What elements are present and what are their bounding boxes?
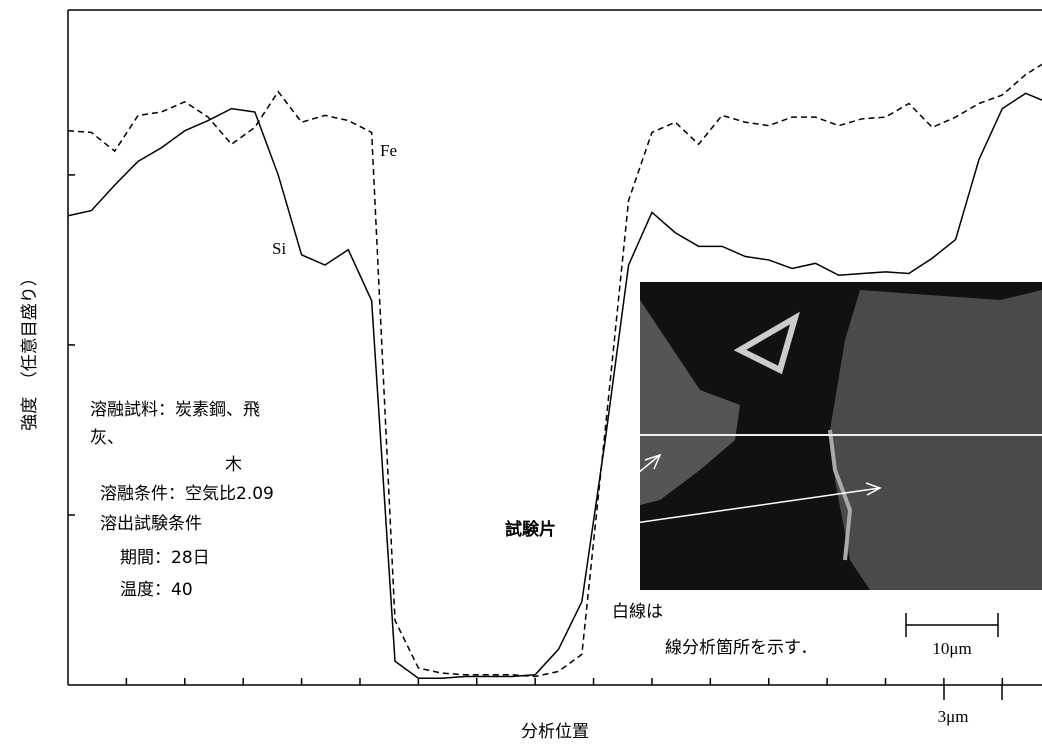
condition-text: 温度：40 — [120, 580, 193, 600]
series-label: Si — [272, 239, 286, 258]
condition-text: 溶融条件：空気比2.09 — [100, 484, 274, 504]
condition-text: 溶出試験条件 — [100, 514, 202, 534]
y-axis-label: 強度 （任意目盛り） — [20, 269, 40, 431]
condition-text: 期間：28日 — [120, 548, 210, 568]
series-label: Fe — [380, 141, 397, 160]
sem-image — [640, 282, 1042, 590]
note: 線分析箇所を示す． — [665, 638, 817, 658]
axis-scale: 3μm — [938, 707, 969, 726]
note: 白線は — [612, 602, 663, 622]
image-scale: 10μm — [932, 639, 971, 658]
x-axis-label: 分析位置 — [521, 722, 589, 742]
specimen-label: 試験片 — [505, 519, 556, 540]
page: 強度 （任意目盛り） 分析位置 10μm 3μm 試験片 白線は 線分析箇所を示… — [0, 0, 1042, 747]
condition-text: 溶融試料：炭素鋼、飛 — [90, 400, 260, 420]
chart: 強度 （任意目盛り） 分析位置 10μm 3μm 試験片 白線は 線分析箇所を示… — [0, 0, 1042, 747]
condition-text: 灰、 — [90, 428, 124, 448]
condition-text: 木 — [225, 455, 242, 475]
particle — [830, 290, 1042, 590]
